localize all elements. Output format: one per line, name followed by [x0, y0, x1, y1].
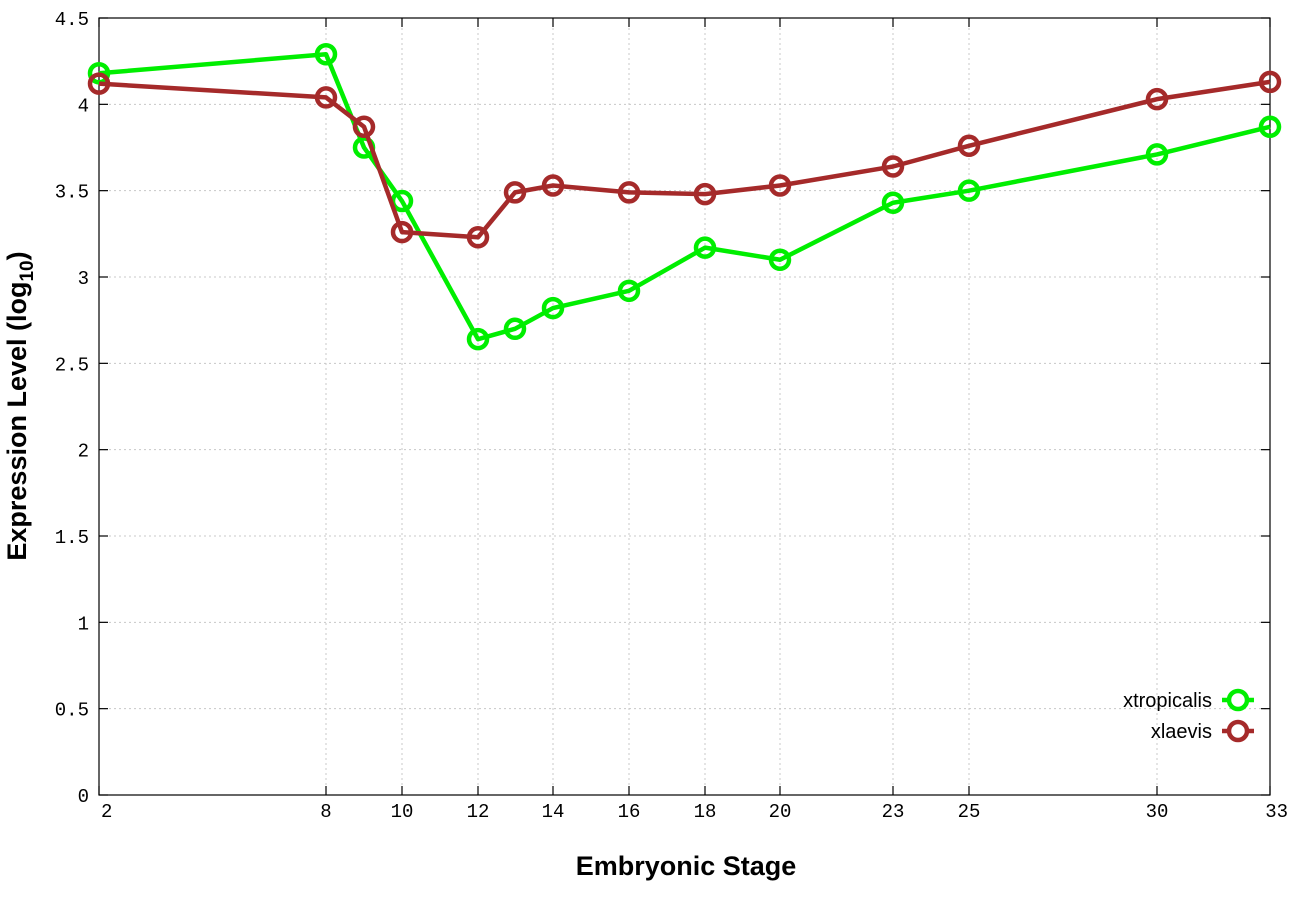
x-tick-label: 10 [391, 801, 414, 823]
x-tick-label: 8 [320, 801, 331, 823]
plot-frame [98, 17, 1271, 796]
series-line-xtropicalis [98, 52, 1271, 342]
y-tick-label: 4.5 [55, 9, 89, 31]
y-tick-label: 2 [78, 441, 89, 463]
data-point-xlaevis [314, 86, 338, 109]
data-point-xtropicalis [466, 327, 490, 351]
data-point-xlaevis [617, 181, 641, 204]
data-point-xtropicalis [768, 248, 792, 271]
data-point-xlaevis [87, 72, 111, 95]
x-axis-title: Embryonic Stage [576, 851, 797, 881]
data-point-xlaevis [693, 182, 717, 206]
data-point-xtropicalis [957, 179, 981, 202]
axis-ticks [98, 17, 1271, 796]
data-point-xlaevis [957, 134, 981, 158]
x-tick-label: 16 [618, 801, 641, 823]
x-tick-label: 25 [958, 801, 981, 823]
data-point-xtropicalis [617, 279, 641, 303]
data-point-xlaevis [768, 174, 792, 197]
x-axis-tick-labels: 2 8 10 12 14 16 18 20 23 25 30 33 [101, 801, 1288, 823]
data-point-xlaevis [352, 115, 376, 139]
y-axis-title-subscript: 10 [17, 260, 38, 281]
data-point-xlaevis [466, 226, 490, 249]
data-point-xlaevis [541, 174, 565, 197]
legend-marker-xtropicalis [1226, 688, 1250, 712]
y-tick-label: 0 [78, 786, 89, 808]
data-point-xtropicalis [693, 236, 717, 259]
y-tick-label: 3.5 [55, 182, 89, 204]
y-tick-label: 3 [78, 268, 89, 290]
data-point-xlaevis [503, 181, 527, 204]
x-tick-label: 23 [882, 801, 905, 823]
legend-label-xtropicalis: xtropicalis [1123, 690, 1212, 712]
x-tick-label: 18 [694, 801, 717, 823]
data-point-xtropicalis [87, 62, 111, 85]
data-point-xtropicalis [503, 317, 527, 341]
legend-marker-xlaevis [1226, 719, 1250, 743]
y-axis-title-main: Expression Level (log [2, 282, 32, 561]
y-tick-label: 2.5 [55, 354, 89, 376]
data-point-xlaevis [390, 220, 414, 244]
y-tick-label: 4 [78, 95, 89, 117]
grid-lines [99, 18, 1270, 795]
y-axis-title: Expression Level (log10) [2, 251, 38, 560]
series-line-xlaevis [98, 79, 1271, 240]
x-tick-label: 33 [1265, 801, 1288, 823]
x-tick-label: 20 [769, 801, 792, 823]
y-tick-label: 1 [78, 613, 89, 635]
x-tick-label: 30 [1146, 801, 1169, 823]
y-tick-label: 0.5 [55, 700, 89, 722]
data-point-xtropicalis [541, 296, 565, 320]
x-tick-label: 14 [542, 801, 565, 823]
y-tick-label: 1.5 [55, 527, 89, 549]
x-tick-label: 2 [101, 801, 112, 823]
data-point-xtropicalis [881, 191, 905, 215]
data-point-xlaevis [881, 155, 905, 178]
series-layer [87, 43, 1282, 351]
data-point-xtropicalis [1258, 115, 1282, 139]
y-axis-tick-labels: 0 0.5 1 1.5 2 2.5 3 3.5 4 4.5 [55, 9, 89, 808]
legend: xtropicalis xlaevis [1123, 688, 1254, 743]
x-tick-label: 12 [467, 801, 490, 823]
data-point-xlaevis [1145, 87, 1169, 111]
data-point-xtropicalis [314, 43, 338, 66]
y-axis-title-close: ) [2, 251, 32, 260]
legend-label-xlaevis: xlaevis [1151, 721, 1212, 743]
data-point-xtropicalis [1145, 143, 1169, 166]
data-point-xlaevis [1258, 70, 1282, 94]
